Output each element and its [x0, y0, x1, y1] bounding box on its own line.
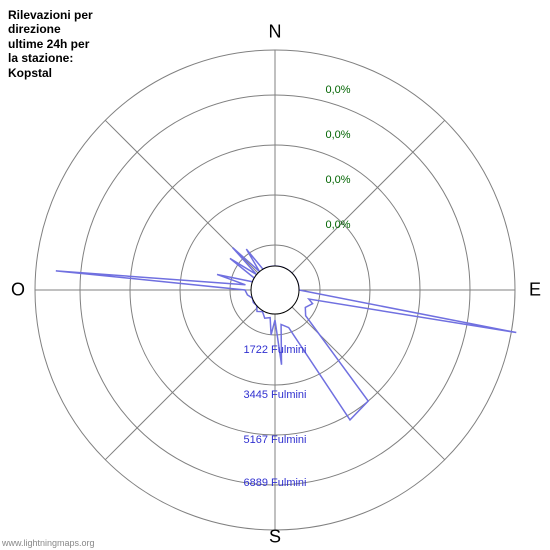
- grid-spoke: [275, 120, 445, 290]
- grid-spoke: [105, 120, 275, 290]
- chart-title: Rilevazioni per direzione ultime 24h per…: [8, 8, 93, 80]
- compass-e: E: [529, 280, 541, 301]
- compass-s: S: [269, 527, 281, 548]
- percent-label-0: 0,0%: [325, 84, 350, 96]
- count-label-3: 6889 Fulmini: [244, 477, 307, 489]
- center-hole: [251, 266, 299, 314]
- compass-o: O: [11, 280, 25, 301]
- count-label-0: 1722 Fulmini: [244, 344, 307, 356]
- count-label-2: 5167 Fulmini: [244, 434, 307, 446]
- count-label-1: 3445 Fulmini: [244, 389, 307, 401]
- percent-label-3: 0,0%: [325, 219, 350, 231]
- percent-label-2: 0,0%: [325, 174, 350, 186]
- percent-label-1: 0,0%: [325, 129, 350, 141]
- attribution-text: www.lightningmaps.org: [2, 538, 95, 548]
- polar-chart-svg: [0, 0, 550, 550]
- compass-n: N: [269, 22, 282, 43]
